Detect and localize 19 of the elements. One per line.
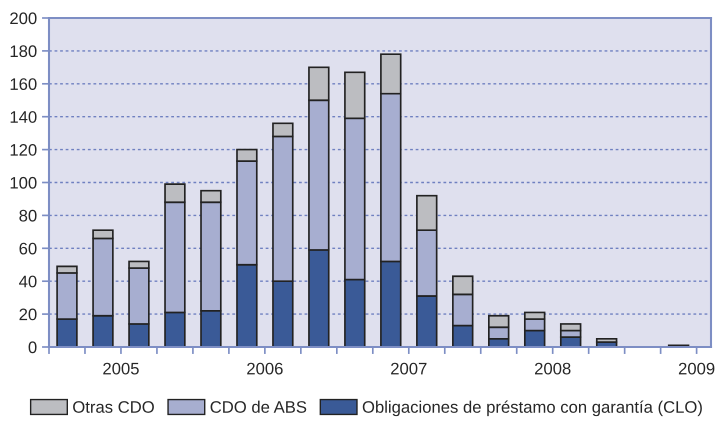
y-tick-label: 20 bbox=[19, 308, 37, 320]
y-tick-label: 120 bbox=[10, 144, 37, 156]
y-tick-label: 80 bbox=[19, 210, 37, 222]
y-tick-label: 60 bbox=[20, 242, 37, 255]
y-tick-label: 200 bbox=[10, 12, 37, 24]
legend-label: Otras CDO bbox=[73, 401, 154, 413]
x-tick-label: 2006 bbox=[247, 362, 283, 375]
legend-label: Obligaciones de préstamo con garantía (CLO) bbox=[362, 400, 702, 416]
legend-label: CDO de ABS bbox=[210, 400, 306, 413]
y-tick-label: 140 bbox=[10, 111, 37, 123]
y-tick-label: 160 bbox=[10, 78, 37, 90]
x-tick-label: 2008 bbox=[535, 362, 571, 375]
y-tick-label: 180 bbox=[10, 45, 37, 58]
y-tick-label: 40 bbox=[19, 276, 37, 288]
y-tick-label: 100 bbox=[10, 176, 37, 189]
x-tick-label: 2005 bbox=[103, 362, 139, 375]
y-tick-label: 0 bbox=[28, 341, 37, 354]
x-tick-label: 2007 bbox=[391, 362, 426, 375]
x-tick-label: 2009 bbox=[678, 362, 714, 375]
